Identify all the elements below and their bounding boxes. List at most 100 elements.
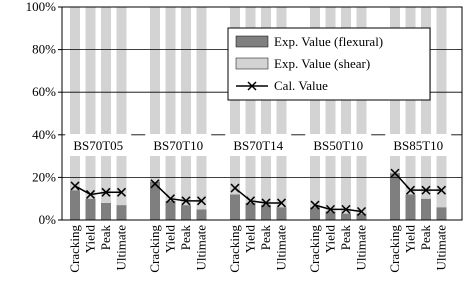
- line-series: [394, 172, 442, 191]
- line-marker: [165, 194, 176, 204]
- line-marker: [196, 196, 207, 206]
- group-label: BS50T10: [313, 138, 363, 153]
- x-tick-label: Yield: [83, 225, 98, 254]
- line-series: [74, 185, 122, 196]
- legend-swatch: [235, 35, 269, 48]
- bar-segment: [356, 213, 367, 220]
- bar-segment: [325, 7, 336, 212]
- x-tick-label: Peak: [258, 225, 273, 251]
- group-label-bg: [225, 134, 292, 156]
- group-label-bg: [145, 134, 212, 156]
- x-tick-label: Yield: [323, 225, 338, 254]
- x-tick-label: Ultimate: [274, 225, 289, 271]
- bar-segment: [436, 207, 447, 220]
- bar-segment: [421, 7, 431, 199]
- x-tick-label: Peak: [98, 225, 113, 251]
- bar-segment: [85, 198, 96, 220]
- bar-segment: [310, 207, 320, 220]
- y-tick-label: 40%: [32, 127, 56, 142]
- x-tick-label: Cracking: [227, 225, 242, 273]
- bar-segment: [230, 194, 240, 220]
- line-marker: [310, 200, 320, 210]
- x-tick-label: Yield: [243, 225, 258, 254]
- x-tick-label: Ultimate: [434, 225, 449, 271]
- x-tick-label: Peak: [338, 225, 353, 251]
- x-tick-label: Ultimate: [354, 225, 369, 271]
- bar-segment: [276, 7, 287, 208]
- line-marker: [116, 187, 127, 197]
- bar-segment: [165, 7, 176, 201]
- bar-segment: [405, 194, 416, 220]
- bar-segment: [85, 7, 96, 199]
- line-marker: [181, 196, 191, 206]
- group-label: BS85T10: [393, 138, 443, 153]
- bar-segment: [310, 7, 320, 208]
- legend-marker: [247, 81, 257, 91]
- line-series: [234, 187, 282, 204]
- x-tick-label: Yield: [163, 225, 178, 254]
- x-tick-label: Cracking: [387, 225, 402, 273]
- group-label-bg: [65, 134, 132, 156]
- x-tick-label: Ultimate: [114, 225, 129, 271]
- bar-segment: [70, 190, 80, 220]
- line-marker: [325, 204, 336, 214]
- bar-segment: [150, 181, 160, 220]
- x-tick-label: Cracking: [67, 225, 82, 273]
- x-tick-label: Ultimate: [194, 225, 209, 271]
- legend-label: Exp. Value (flexural): [274, 34, 383, 49]
- line-marker: [261, 198, 271, 208]
- bar-segment: [390, 173, 400, 220]
- bar-segment: [421, 198, 431, 220]
- bar-segment: [101, 202, 111, 220]
- bar-segment: [150, 7, 160, 182]
- y-tick-label: 80%: [32, 42, 56, 57]
- x-tick-label: Yield: [403, 225, 418, 254]
- bar-segment: [181, 205, 191, 220]
- x-tick-label: Peak: [418, 225, 433, 251]
- legend-swatch: [235, 57, 269, 70]
- line-marker: [101, 187, 111, 197]
- line-marker: [421, 185, 431, 195]
- bar-segment: [70, 7, 80, 191]
- line-marker: [356, 206, 367, 217]
- group-label: BS70T05: [73, 138, 123, 153]
- group-label-bg: [385, 134, 452, 156]
- line-marker: [276, 198, 287, 208]
- group-label: BS70T14: [233, 138, 283, 153]
- y-tick-label: 60%: [32, 84, 56, 99]
- x-tick-label: Peak: [178, 225, 193, 251]
- bar-segment: [356, 7, 367, 214]
- plot-frame: [61, 6, 463, 221]
- bar-segment: [341, 7, 351, 214]
- y-tick-label: 0%: [39, 212, 57, 227]
- x-tick-label: Cracking: [147, 225, 162, 273]
- line-marker: [230, 183, 240, 193]
- line-marker: [436, 185, 447, 195]
- bar-segment: [196, 209, 207, 220]
- bar-segment: [181, 7, 191, 206]
- line-marker: [341, 204, 351, 214]
- legend-label: Exp. Value (shear): [274, 56, 370, 71]
- bar-segment: [245, 202, 256, 220]
- bar-segment: [261, 7, 271, 206]
- legend-label: Cal. Value: [274, 78, 328, 93]
- line-series: [154, 183, 202, 202]
- line-marker: [245, 196, 256, 206]
- bar-segment: [101, 7, 111, 203]
- line-series: [314, 204, 362, 213]
- bar-segment: [165, 200, 176, 220]
- line-marker: [150, 179, 160, 189]
- y-tick-label: 100%: [26, 0, 57, 14]
- bar-segment: [325, 211, 336, 220]
- x-tick-label: Cracking: [307, 225, 322, 273]
- line-marker: [70, 181, 80, 191]
- bar-segment: [405, 7, 416, 195]
- bar-segment: [116, 7, 127, 206]
- line-marker: [405, 185, 416, 195]
- bar-segment: [196, 7, 207, 210]
- group-label-bg: [305, 134, 372, 156]
- bar-segment: [230, 7, 240, 195]
- bar-segment: [341, 213, 351, 220]
